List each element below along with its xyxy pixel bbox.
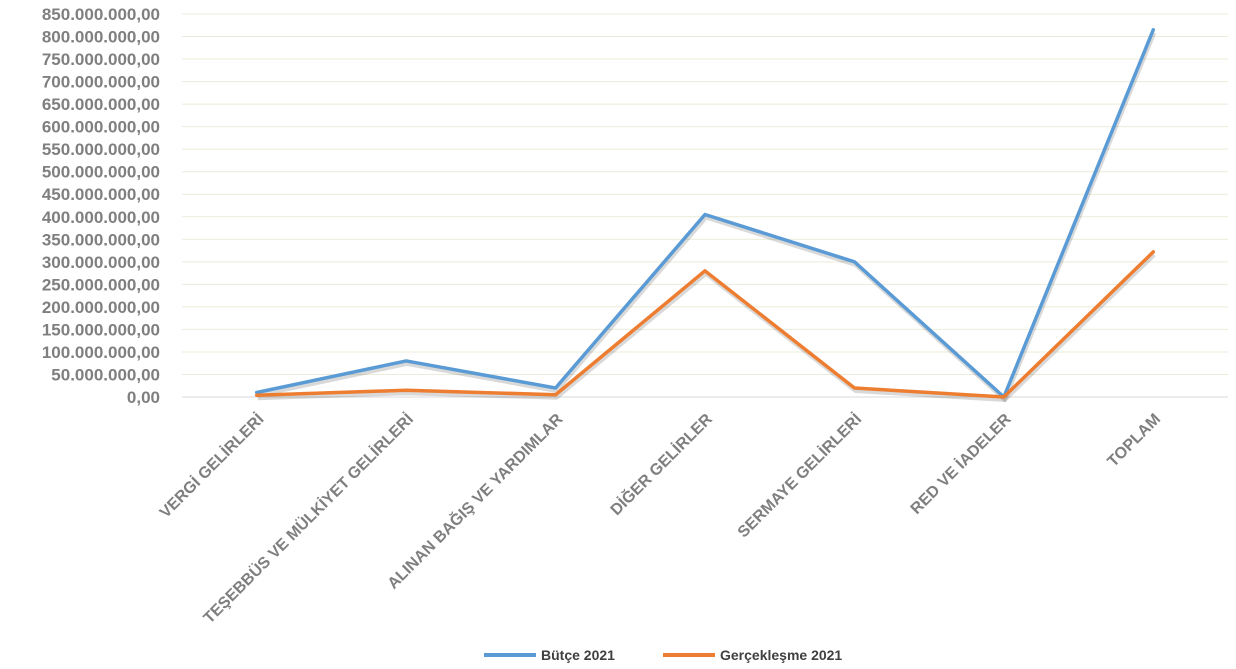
data-point [405, 389, 408, 392]
y-tick-label: 100.000.000,00 [42, 343, 160, 362]
y-tick-label: 0,00 [127, 388, 160, 407]
legend-label: Gerçekleşme 2021 [720, 647, 842, 663]
y-tick-label: 800.000.000,00 [42, 28, 160, 47]
y-tick-label: 150.000.000,00 [42, 320, 160, 339]
y-tick-label: 50.000.000,00 [51, 365, 160, 384]
x-category-label: ALINAN BAĞIŞ VE YARDIMLAR [383, 409, 566, 592]
x-category-label: RED VE İADELER [907, 410, 1015, 518]
y-tick-label: 850.000.000,00 [42, 5, 160, 24]
y-tick-label: 250.000.000,00 [42, 275, 160, 294]
data-point [1002, 396, 1005, 399]
y-tick-label: 350.000.000,00 [42, 230, 160, 249]
y-tick-label: 400.000.000,00 [42, 208, 160, 227]
series-line-shadow [257, 32, 1157, 402]
data-point [704, 269, 707, 272]
series-line [254, 250, 1156, 399]
data-point [853, 260, 856, 263]
y-tick-label: 300.000.000,00 [42, 253, 160, 272]
x-category-label: DİĞER GELİRLER [606, 409, 716, 519]
data-point [255, 394, 258, 397]
data-point [405, 359, 408, 362]
x-category-label: VERGİ GELİRLERİ [156, 410, 267, 521]
data-point [554, 393, 557, 396]
data-point [1152, 250, 1155, 253]
y-tick-label: 600.000.000,00 [42, 118, 160, 137]
y-tick-label: 750.000.000,00 [42, 50, 160, 69]
series-line-shadow [257, 253, 1156, 402]
data-point [554, 386, 557, 389]
y-tick-label: 450.000.000,00 [42, 185, 160, 204]
data-point [1152, 28, 1155, 31]
y-tick-label: 550.000.000,00 [42, 140, 160, 159]
y-tick-label: 650.000.000,00 [42, 95, 160, 114]
y-tick-label: 500.000.000,00 [42, 163, 160, 182]
legend: Bütçe 2021 Gerçekleşme 2021 [484, 647, 842, 663]
gridlines [182, 13, 1228, 398]
data-point [704, 213, 707, 216]
x-category-label: SERMAYE GELİRLERİ [734, 410, 865, 541]
y-tick-label: 700.000.000,00 [42, 73, 160, 92]
data-point [853, 386, 856, 389]
legend-label: Bütçe 2021 [541, 647, 615, 663]
y-axis-tick-labels: 0,00 50.000.000,00 100.000.000,00 150.000.0… [42, 5, 160, 407]
series-lines [254, 28, 1157, 402]
y-tick-label: 200.000.000,00 [42, 298, 160, 317]
x-category-label: TOPLAM [1105, 411, 1165, 471]
